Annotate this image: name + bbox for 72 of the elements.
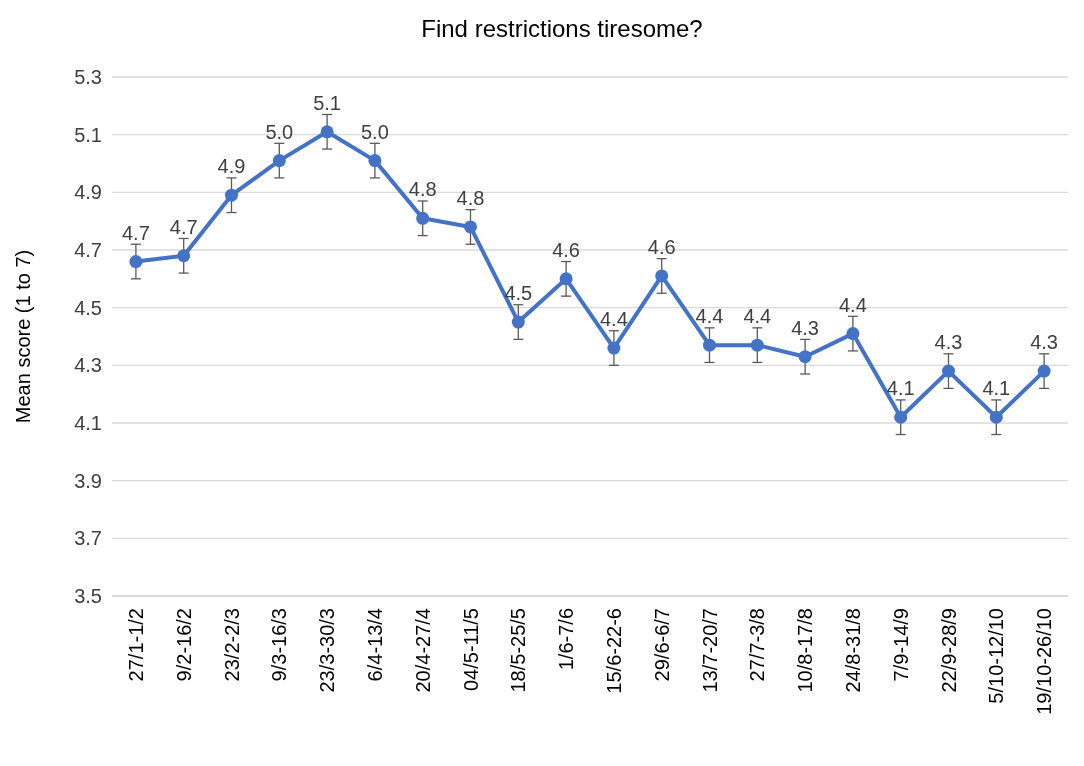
point [750,338,764,352]
point [989,410,1003,424]
x-tick-label: 04/5-11/5 [459,608,482,692]
y-tick-label: 3.7 [74,527,102,550]
data-label: 4.4 [599,308,628,331]
point [511,315,525,329]
data-label: 4.8 [408,178,437,201]
data-label: 4.4 [695,305,724,328]
data-label: 4.9 [217,155,246,178]
data-label: 4.7 [169,215,198,238]
x-tick-label: 6/4-13/4 [363,608,386,682]
data-label: 4.1 [982,377,1011,400]
point [1037,364,1051,378]
point [177,249,191,263]
y-axis-title: Mean score (1 to 7) [12,249,34,424]
x-tick-label: 7/9-14/9 [889,608,912,682]
y-tick-label: 4.7 [74,239,102,261]
point [846,327,860,341]
x-tick-label: 19/10-26/10 [1033,608,1056,715]
y-tick-label: 4.5 [74,296,102,319]
x-tick-label: 23/2-2/3 [220,608,243,682]
y-tick-label: 3.9 [74,469,102,492]
x-tick-label: 20/4-27/4 [411,608,434,693]
x-tick-label: 23/3-30/3 [316,608,339,693]
point [129,255,143,269]
point [225,188,238,202]
data-label: 5.1 [313,91,342,114]
x-tick-label: 24/8-31/8 [841,608,864,693]
x-tick-label: 1/6-7/6 [555,608,578,671]
point [942,364,955,378]
data-label: 4.5 [504,282,533,305]
point [894,410,908,424]
chart-title: Find restrictions tiresome? [421,15,703,42]
y-tick-label: 4.1 [74,412,102,434]
data-label: 4.8 [456,186,485,209]
data-label: 4.6 [552,238,581,261]
data-label: 4.4 [838,293,867,316]
data-label: 5.0 [265,120,294,143]
x-tick-label: 27/1-1/2 [124,608,147,682]
data-label: 4.4 [743,305,772,328]
y-tick-label: 5.3 [74,66,102,88]
y-tick-label: 4.3 [74,354,102,377]
point [416,211,430,225]
point [655,269,669,283]
data-label: 4.3 [791,316,820,339]
x-tick-label: 10/8-17/8 [794,608,817,693]
x-tick-label: 18/5-25/5 [507,608,530,693]
x-tick-label: 27/7-3/8 [746,608,769,682]
x-tick-label: 9/2-16/2 [172,608,195,682]
y-tick-label: 3.5 [74,585,102,607]
point [703,338,716,352]
point [607,341,621,355]
data-label: 5.0 [360,120,389,143]
data-label: 4.7 [121,221,150,244]
y-tick-label: 5.1 [74,123,102,146]
x-tick-label: 9/3-16/3 [268,608,291,682]
y-tick-label: 4.9 [74,181,102,204]
point [368,154,382,168]
point [464,220,477,234]
data-label: 4.3 [934,331,963,354]
x-tick-label: 15/6-22-6 [602,608,625,694]
point [272,154,286,168]
point [320,125,334,139]
x-tick-label: 13/7-20/7 [698,608,721,693]
data-label: 4.6 [647,235,676,258]
x-tick-label: 22/9-28/9 [937,608,960,693]
point [798,350,812,364]
x-tick-label: 29/6-6/7 [650,608,673,682]
point [559,272,573,286]
data-label: 4.1 [886,377,915,400]
x-tick-label: 5/10-12/10 [985,608,1008,704]
data-label: 4.3 [1030,331,1059,354]
